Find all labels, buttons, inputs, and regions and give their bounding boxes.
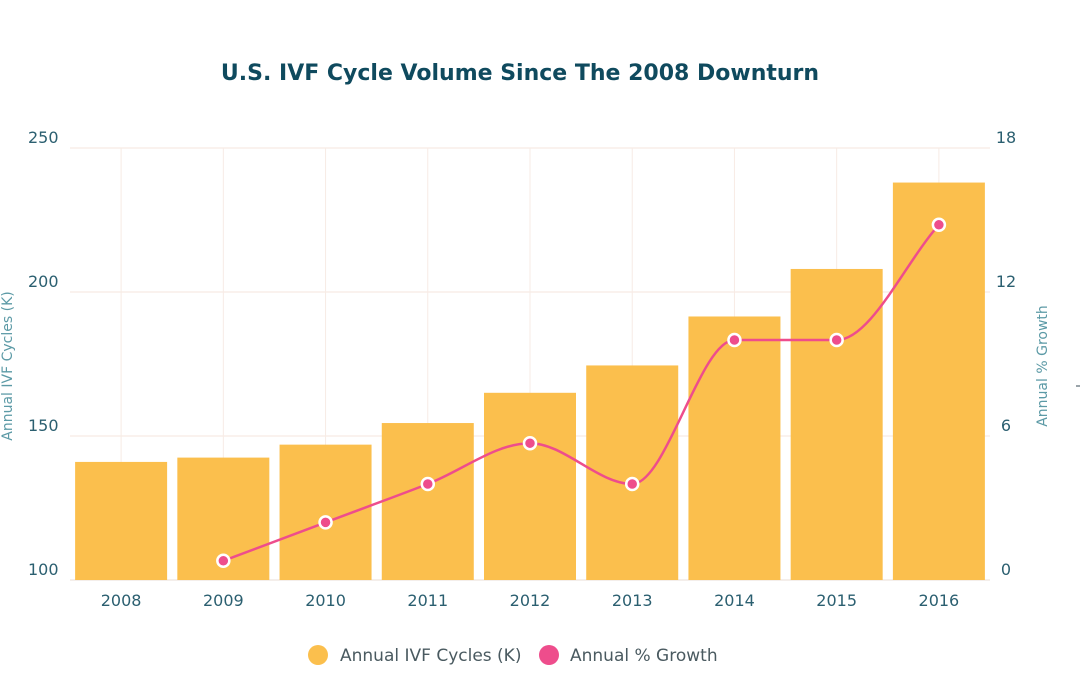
bar	[279, 444, 372, 580]
left-tick-label: 150	[28, 416, 59, 435]
growth-point	[318, 515, 333, 530]
bar	[381, 423, 474, 580]
growth-point	[931, 217, 947, 233]
growth-point	[829, 332, 844, 348]
legend-label-line: Annual % Growth	[570, 646, 718, 666]
growth-point	[420, 476, 436, 492]
line-series	[216, 217, 947, 569]
bar-series	[75, 182, 985, 580]
growth-point	[216, 553, 231, 569]
growth-point	[727, 332, 742, 348]
right-tick-label: 12	[996, 272, 1016, 291]
left-axis-ticks: 100 150 200 250	[28, 128, 59, 579]
right-tick-label: 6	[1001, 416, 1011, 435]
x-axis-ticks: 2008 2009 2010 2011 2012 2013 2014 2015 2016	[101, 591, 959, 610]
x-tick-label: 2010	[305, 591, 346, 610]
bar	[586, 365, 679, 580]
legend-swatch-line	[539, 645, 559, 665]
bar	[892, 182, 985, 580]
growth-point	[624, 476, 640, 492]
chart-title: U.S. IVF Cycle Volume Since The 2008 Dow…	[221, 61, 819, 86]
scrollbar-indicator	[1076, 385, 1080, 387]
left-tick-label: 100	[28, 560, 59, 579]
x-tick-label: 2014	[714, 591, 755, 610]
x-tick-label: 2012	[510, 591, 551, 610]
x-tick-label: 2008	[101, 591, 142, 610]
x-tick-label: 2016	[919, 591, 960, 610]
bar	[484, 392, 576, 580]
bar	[790, 268, 883, 580]
legend: Annual IVF Cycles (K) Annual % Growth	[308, 645, 718, 666]
x-tick-label: 2013	[612, 591, 653, 610]
x-tick-label: 2009	[203, 591, 244, 610]
legend-label-bars: Annual IVF Cycles (K)	[340, 646, 521, 666]
legend-swatch-bars	[308, 645, 328, 665]
right-axis-ticks: 0 6 12 18	[996, 128, 1016, 579]
x-tick-label: 2011	[407, 591, 448, 610]
bar	[75, 461, 168, 580]
left-tick-label: 250	[28, 128, 59, 147]
right-axis-label: Annual % Growth	[1035, 305, 1051, 427]
growth-point	[522, 435, 538, 451]
bar	[688, 316, 781, 580]
right-tick-label: 0	[1001, 560, 1011, 579]
right-tick-label: 18	[996, 128, 1016, 147]
left-axis-label: Annual IVF Cycles (K)	[0, 291, 16, 440]
left-tick-label: 200	[28, 272, 59, 291]
x-tick-label: 2015	[816, 591, 857, 610]
